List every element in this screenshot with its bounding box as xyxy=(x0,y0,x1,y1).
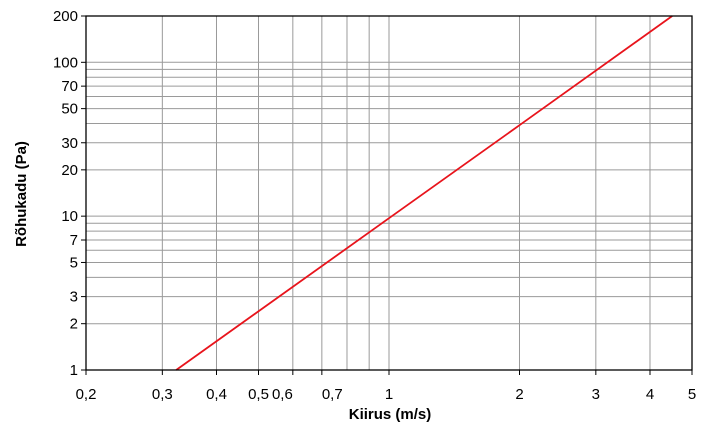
x-tick-label: 0,5 xyxy=(248,386,269,403)
grid-layer xyxy=(86,16,692,370)
y-tick-label: 50 xyxy=(61,101,78,118)
x-tick-label: 0,2 xyxy=(76,386,97,403)
y-tick-label: 70 xyxy=(61,78,78,95)
x-tick-label: 3 xyxy=(592,386,600,403)
x-tick-label: 0,4 xyxy=(206,386,227,403)
y-tick-label: 5 xyxy=(70,254,78,271)
series-layer xyxy=(175,15,673,371)
x-tick-label: 1 xyxy=(385,386,393,403)
x-tick-label: 5 xyxy=(688,386,696,403)
y-tick-label: 7 xyxy=(70,232,78,249)
x-tick-label: 4 xyxy=(646,386,654,403)
x-tick-label: 0,7 xyxy=(322,386,343,403)
y-tick-label: 2 xyxy=(70,316,78,333)
y-tick-label: 30 xyxy=(61,135,78,152)
y-tick-label: 100 xyxy=(53,54,78,71)
tick-label-layer: 0,2 0,3 0,4 0,5 0,6 0,7 1 2 3 4 5 1 2 3 5 7 10 20 30 50 70 10… xyxy=(53,8,696,403)
y-tick-label: 3 xyxy=(70,289,78,306)
x-tick-label: 2 xyxy=(515,386,523,403)
y-tick-label: 20 xyxy=(61,162,78,179)
y-axis-title: Rõhukadu (Pa) xyxy=(13,141,30,247)
x-tick-label: 0,3 xyxy=(152,386,173,403)
y-tick-label: 200 xyxy=(53,8,78,25)
y-tick-label: 1 xyxy=(70,362,78,379)
y-tick-label: 10 xyxy=(61,208,78,225)
series-line xyxy=(175,15,673,371)
x-tick-label: 0,6 xyxy=(272,386,293,403)
x-axis-title: Kiirus (m/s) xyxy=(349,406,432,423)
